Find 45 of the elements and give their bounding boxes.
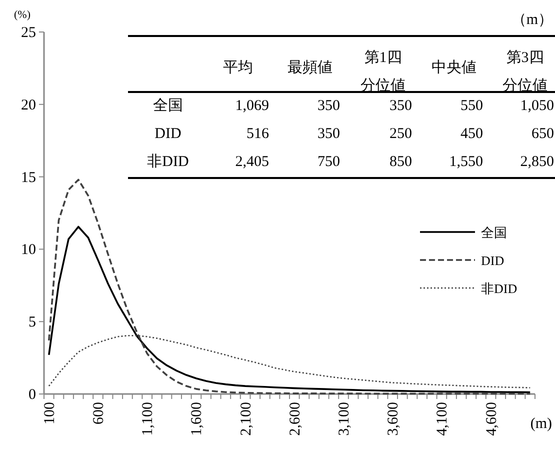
text: 850	[390, 154, 412, 170]
x-axis-title: (m)	[530, 416, 552, 432]
x-tick-label: 3,100	[336, 402, 353, 436]
text: 1,069	[235, 98, 269, 114]
y-tick-label: 25	[21, 25, 36, 41]
legend-label: 非DID	[481, 281, 518, 296]
text: 1,050	[520, 98, 554, 114]
x-tick-label: 2,600	[287, 402, 304, 436]
text: 250	[390, 126, 412, 142]
text: 550	[460, 98, 483, 114]
text: 516	[246, 126, 269, 142]
x-tick-label: 1,600	[189, 402, 206, 436]
category-label: 全国	[153, 98, 183, 114]
category-label: DID	[154, 126, 182, 142]
text: 350	[318, 126, 340, 142]
text: 750	[318, 154, 340, 170]
y-tick-label: 20	[21, 97, 36, 114]
text: 350	[318, 98, 340, 114]
x-tick-label: 3,600	[386, 402, 402, 436]
y-axis-title: (%)	[14, 9, 31, 21]
x-tick-label: 4,600	[484, 402, 500, 436]
line-series	[48, 178, 531, 395]
y-tick-label: 10	[21, 242, 36, 258]
y-tick-label: 5	[28, 314, 36, 331]
text: 650	[532, 126, 554, 142]
text: 350	[390, 98, 412, 114]
category-label: 中央値	[432, 59, 476, 76]
x-tick-label: 1,100	[140, 402, 156, 436]
text: 2,850	[520, 154, 554, 170]
text: 2,405	[235, 154, 269, 170]
line-series	[48, 226, 531, 394]
x-tick-label: 600	[91, 402, 108, 424]
category-label: 平均	[223, 59, 253, 76]
category-label: 最頻値	[288, 59, 332, 76]
y-tick-label: 0	[28, 387, 36, 403]
x-tick-label: 100	[42, 402, 58, 424]
x-tick-label: 4,100	[434, 402, 451, 436]
text: 1,550	[449, 154, 483, 170]
x-tick-label: 2,100	[238, 402, 254, 436]
y-tick-label: 15	[21, 170, 36, 186]
category-label: 非DID	[147, 154, 189, 170]
text: 450	[460, 126, 483, 142]
legend-label: 全国	[481, 225, 507, 240]
legend-label: DID	[481, 253, 504, 268]
text: （m）	[511, 12, 553, 28]
